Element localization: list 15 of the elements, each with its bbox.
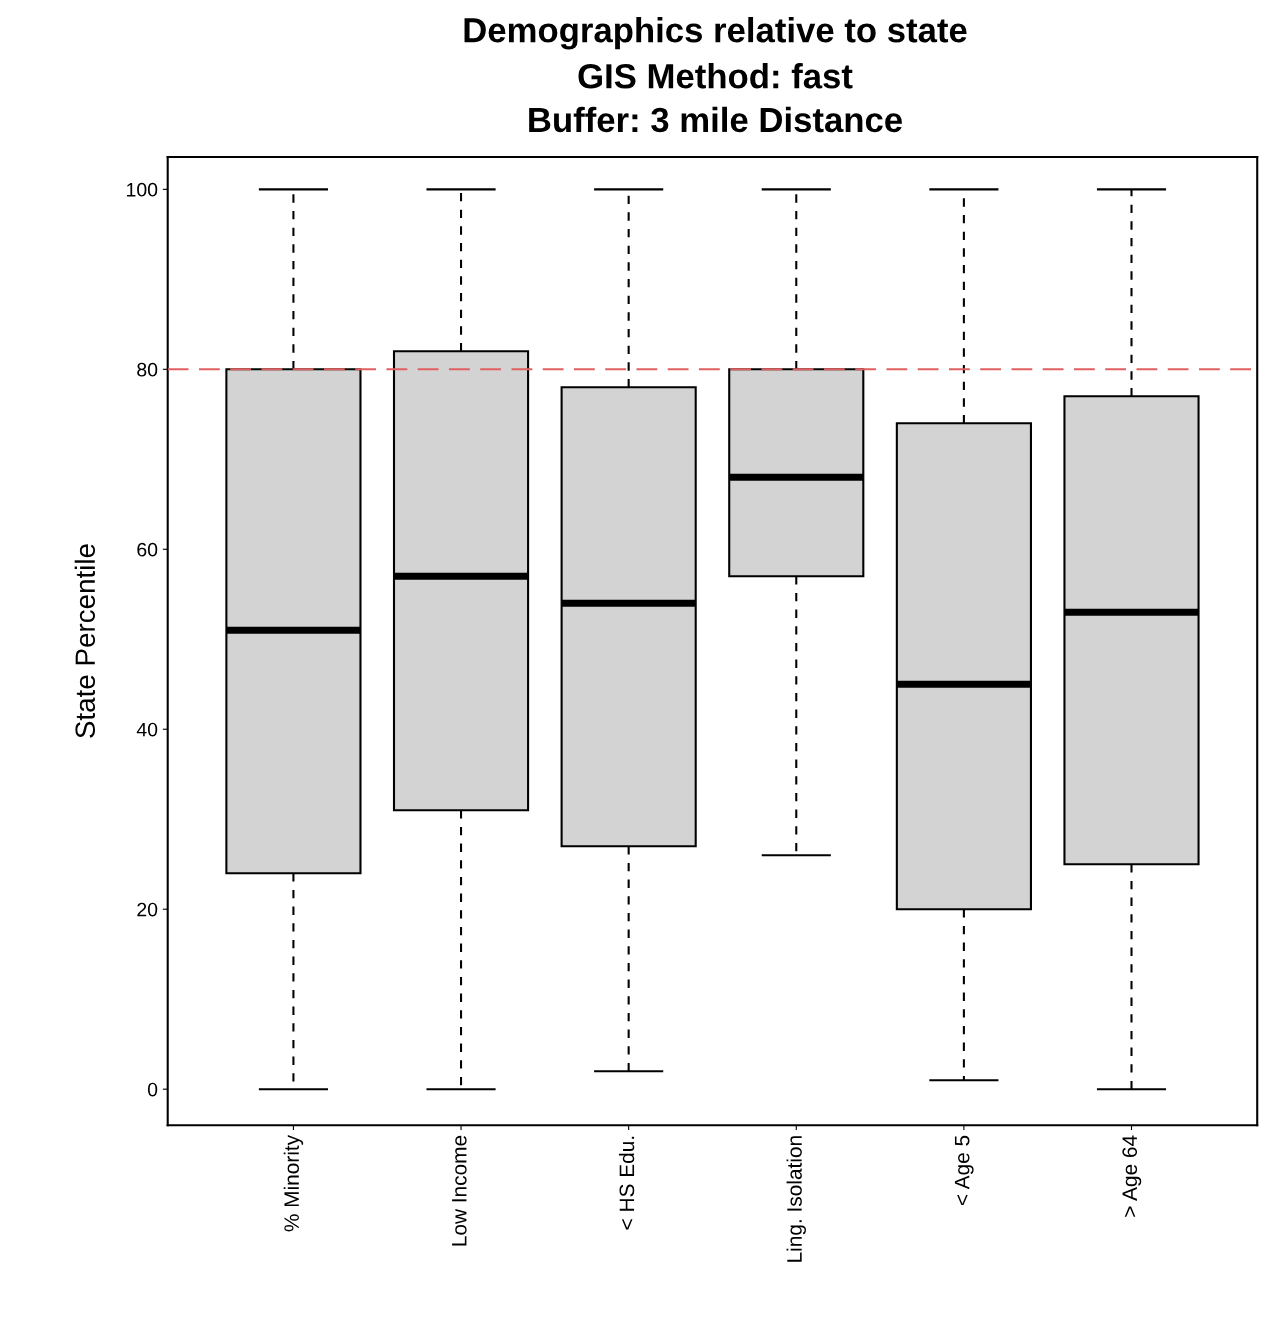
x-tick-label: > Age 64 (1122, 1135, 1142, 1217)
y-tick-label: 0 (147, 1082, 158, 1097)
x-tick-label: < Age 5 (954, 1135, 974, 1206)
y-tick-label: 20 (137, 902, 158, 917)
chart-subtitle: GIS Method: fast Buffer: 3 mile Distance (529, 63, 902, 133)
y-tick-label: 60 (137, 542, 158, 557)
y-tick-label: 100 (127, 182, 158, 197)
x-tick-label: < HS Edu. (618, 1136, 635, 1230)
y-axis-title: State Percentile (74, 544, 96, 738)
x-tick-label: Low Income (452, 1135, 467, 1246)
x-tick-label: Ling. Isolation (786, 1136, 806, 1262)
chart-title: Demographics relative to state (464, 16, 967, 50)
x-tick-label: % Minority (283, 1134, 304, 1232)
y-tick-label: 40 (136, 722, 158, 737)
y-tick-label: 80 (137, 362, 158, 377)
